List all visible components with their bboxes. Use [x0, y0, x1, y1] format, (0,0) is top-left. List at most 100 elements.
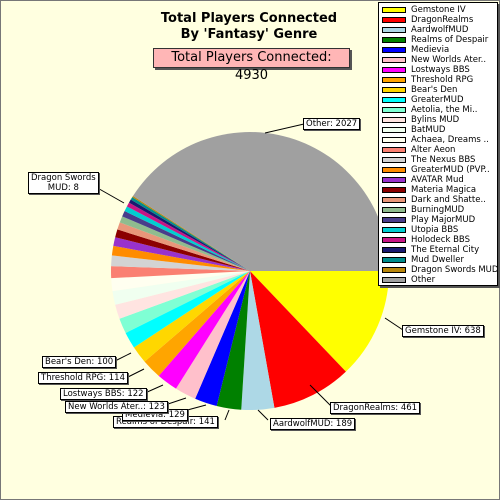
data-label-dragonrealms: DragonRealms: 461: [330, 402, 421, 414]
legend-label: Utopia BBS: [411, 225, 459, 235]
pie-slice-bear-s-den: [133, 271, 250, 362]
leader-newworlds: [164, 397, 187, 406]
legend-label: Dragon Swords MUD: [411, 265, 499, 275]
legend-label: New Worlds Ater..: [411, 55, 487, 65]
legend-swatch: [382, 187, 406, 193]
legend-swatch: [382, 27, 406, 33]
pie-slice-dragonrealms: [250, 271, 346, 408]
data-label-threshold: Threshold RPG: 114: [38, 372, 128, 384]
legend-swatch: [382, 177, 406, 183]
legend-label: DragonRealms: [411, 15, 474, 25]
legend-label: Lostways BBS: [411, 65, 470, 75]
data-label-aardwolf: AardwolfMUD: 189: [270, 418, 356, 430]
pie-slice-play-majormud: [122, 211, 250, 271]
legend-label: Materia Magica: [411, 185, 477, 195]
pie-slice-achaea-dreams: [111, 271, 251, 292]
legend-swatch: [382, 277, 406, 283]
legend-label: GreaterMUD (PVP..: [411, 165, 490, 175]
chart-title: Total Players Connected: [161, 11, 337, 26]
legend-label: The Nexus BBS: [411, 155, 476, 165]
legend-label: Aetolia, the Mi..: [411, 105, 478, 115]
legend-label: Alter Aeon: [411, 145, 456, 155]
leader-lostways: [144, 384, 164, 394]
legend-label: AVATAR Mud: [411, 175, 464, 185]
pie-slice-the-nexus-bbs: [111, 255, 250, 271]
pie-slice-greatermud-pvp: [111, 245, 250, 271]
pie-slice-dark-and-shatte: [117, 222, 251, 271]
legend-swatch: [382, 77, 406, 83]
legend: Gemstone IV DragonRealms AardwolfMUD Realms…: [378, 2, 498, 286]
legend-label: Gemstone IV: [411, 5, 466, 15]
legend-label: Bylins MUD: [411, 115, 460, 125]
leader-threshold: [127, 368, 145, 378]
data-label-bearsden: Bear's Den: 100: [42, 356, 117, 368]
pie-slice-lostways-bbs: [158, 271, 250, 389]
pie-slice-threshold-rpg: [144, 271, 250, 376]
legend-swatch: [382, 97, 406, 103]
data-label-newworlds: New Worlds Ater..: 123: [65, 401, 168, 413]
legend-swatch: [382, 137, 406, 143]
legend-swatch: [382, 87, 406, 93]
legend-label: Play MajorMUD: [411, 215, 476, 225]
pie-slice-aardwolfmud: [241, 271, 275, 410]
legend-swatch: [382, 237, 406, 243]
leader-gemstone: [384, 317, 404, 331]
pie-slice-the-eternal-city: [128, 199, 250, 271]
leader-realms: [224, 409, 230, 421]
legend-swatch: [382, 197, 406, 203]
legend-label: Threshold RPG: [411, 75, 474, 85]
pie-slice-alter-aeon: [110, 266, 250, 279]
legend-swatch: [382, 17, 406, 23]
legend-label: Holodeck BBS: [411, 235, 470, 245]
pie-slice-batmud: [112, 271, 251, 305]
legend-swatch: [382, 217, 406, 223]
legend-swatch: [382, 167, 406, 173]
pie-slice-greatermud: [125, 271, 250, 348]
legend-label: The Eternal City: [411, 245, 480, 255]
data-label-dragonswords-line1: Dragon Swords: [31, 173, 96, 183]
pie-slice-holodeck-bbs: [126, 202, 250, 271]
data-label-dragonswords-line2: MUD: 8: [47, 183, 79, 193]
legend-label: Realms of Despair: [411, 35, 489, 45]
legend-swatch: [382, 257, 406, 263]
leader-bearsden: [114, 352, 132, 362]
pie-slice-materia-magica: [115, 229, 250, 271]
legend-swatch: [382, 67, 406, 73]
legend-label: Bear's Den: [411, 85, 458, 95]
pie-slice-medievia: [195, 271, 250, 406]
legend-label: BurningMUD: [411, 205, 465, 215]
legend-label: GreaterMUD: [411, 95, 464, 105]
pie-slice-realms-of-despair: [216, 271, 250, 410]
legend-label: Medievia: [411, 45, 450, 55]
pie-slice-mud-dweller: [130, 197, 250, 271]
legend-label: Mud Dweller: [411, 255, 464, 265]
legend-swatch: [382, 117, 406, 123]
leader-other: [264, 123, 305, 134]
data-label-lostways: Lostways BBS: 122: [60, 388, 147, 400]
pie-slice-dragon-swords-mud: [132, 195, 250, 271]
legend-swatch: [382, 147, 406, 153]
legend-swatch: [382, 7, 406, 13]
legend-swatch: [382, 227, 406, 233]
pie-slice-aetolia-the-mi: [119, 271, 251, 334]
legend-label: Achaea, Dreams ..: [411, 135, 489, 145]
legend-swatch: [382, 47, 406, 53]
leader-aardwolf: [257, 409, 269, 421]
legend-swatch: [382, 107, 406, 113]
pie-slice-burningmud: [119, 216, 251, 271]
legend-label: BatMUD: [411, 125, 446, 135]
pie-slice-utopia-bbs: [124, 206, 250, 271]
pie-slice-other: [132, 132, 390, 271]
legend-label: AardwolfMUD: [411, 25, 469, 35]
data-label-dragonswords: Dragon Swords MUD: 8: [28, 172, 99, 194]
leader-dragonrealms: [309, 384, 332, 407]
legend-label: Other: [411, 275, 436, 285]
legend-swatch: [382, 247, 406, 253]
pie-slice-new-worlds-ater: [175, 271, 250, 399]
pie-slice-bylins-mud: [115, 271, 250, 319]
label-leader-lines: [93, 123, 404, 421]
data-label-gemstone: Gemstone IV: 638: [402, 325, 484, 337]
leader-dragonswords: [93, 185, 125, 204]
total-players-box: Total Players Connected: 4930: [153, 48, 350, 83]
